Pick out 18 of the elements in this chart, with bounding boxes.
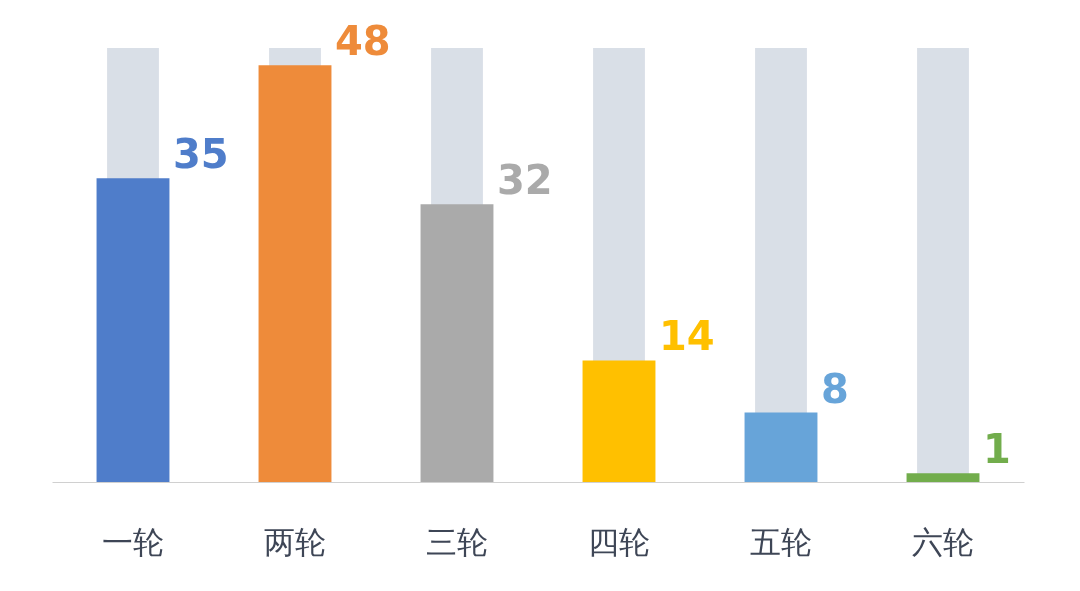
bar bbox=[744, 412, 818, 482]
x-tick-label: 五轮 bbox=[750, 523, 812, 560]
data-label: 1 bbox=[983, 426, 1011, 473]
x-tick-label: 六轮 bbox=[912, 523, 974, 560]
bar bbox=[96, 178, 170, 482]
bar bbox=[258, 65, 332, 482]
data-label: 32 bbox=[497, 157, 553, 204]
data-label: 14 bbox=[659, 313, 715, 360]
x-tick-label: 三轮 bbox=[426, 523, 488, 560]
bar bbox=[906, 473, 980, 482]
bar bbox=[582, 360, 656, 482]
bar bbox=[420, 204, 494, 482]
data-label: 48 bbox=[335, 18, 391, 65]
data-label: 8 bbox=[821, 365, 849, 412]
x-tick-label: 两轮 bbox=[264, 523, 326, 560]
x-tick-label: 四轮 bbox=[588, 523, 650, 560]
x-tick-label: 一轮 bbox=[102, 523, 164, 560]
data-label: 35 bbox=[173, 131, 229, 178]
